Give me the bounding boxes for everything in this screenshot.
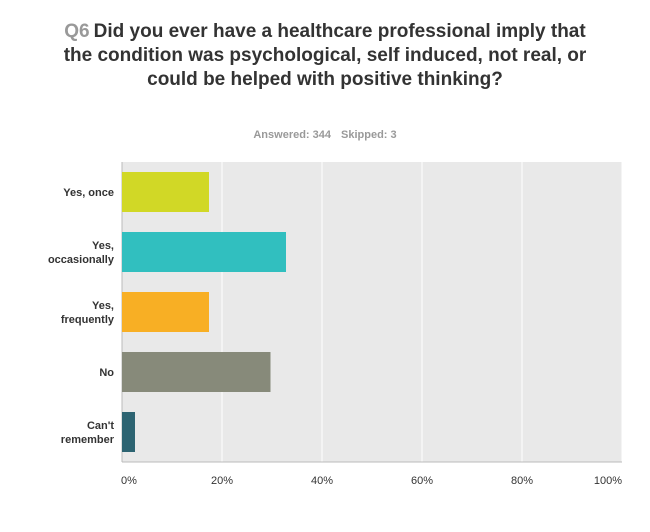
bar — [122, 292, 209, 332]
x-tick-label: 60% — [411, 475, 433, 487]
category-label: frequently — [61, 314, 115, 326]
category-label: Can't — [87, 420, 114, 432]
category-label: occasionally — [48, 254, 115, 266]
bar — [122, 172, 209, 212]
category-label: remember — [61, 434, 115, 446]
category-label: Yes, — [92, 300, 114, 312]
category-label: No — [99, 367, 114, 379]
question-number: Q6 — [64, 21, 90, 42]
response-stats: Answered: 344 Skipped: 3 — [0, 129, 650, 141]
bar — [122, 412, 135, 452]
question-text: Did you ever have a healthcare professio… — [63, 21, 587, 90]
answered-count: Answered: 344 — [253, 129, 332, 141]
x-tick-label: 0% — [121, 475, 137, 487]
category-label: Yes, once — [63, 187, 114, 199]
x-tick-label: 40% — [311, 475, 333, 487]
question-title: Q6 Did you ever have a healthcare profess… — [60, 20, 590, 92]
bar — [122, 232, 286, 272]
x-tick-label: 20% — [211, 475, 233, 487]
bar — [122, 352, 271, 392]
skipped-count: Skipped: 3 — [341, 129, 397, 141]
x-tick-label: 80% — [511, 475, 533, 487]
category-label: Yes, — [92, 240, 114, 252]
x-tick-label: 100% — [594, 475, 622, 487]
